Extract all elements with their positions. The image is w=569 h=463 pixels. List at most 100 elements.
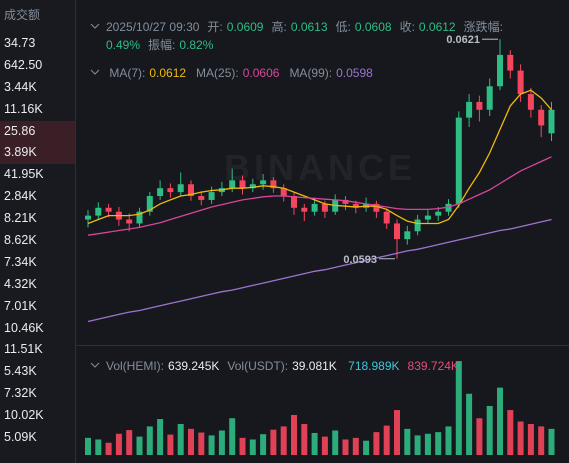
volume-bar [527, 423, 534, 455]
candle-body [476, 101, 483, 110]
volume-bar [373, 432, 380, 455]
candle-body [105, 207, 112, 212]
volume-bar [239, 437, 246, 455]
sidebar-row: 11.51K [4, 342, 43, 357]
value: 0.82% [179, 38, 214, 52]
volume-bar [136, 436, 143, 455]
sidebar-row: 2.84K [4, 189, 37, 204]
volume-bar [311, 432, 318, 455]
candle-body [311, 203, 318, 212]
value: 0.0609 [226, 20, 264, 34]
candle-body [208, 192, 215, 200]
sidebar-row: 34.73 [4, 36, 36, 50]
sidebar: 成交额 34.73 642.50 3.44K 11.16K 25.86 3.89K 41.9… [0, 0, 76, 463]
ma-name: MA(99): [289, 66, 333, 80]
volume-bar [218, 430, 225, 455]
sidebar-row: 8.21K [4, 211, 37, 226]
sidebar-row: 3.44K [4, 79, 37, 94]
candle-body [497, 54, 503, 87]
candle-body [280, 188, 287, 197]
volume-bar [445, 426, 452, 455]
sidebar-row: 11.16K [4, 101, 43, 116]
value: 0.0608 [354, 20, 392, 34]
candle-body [527, 94, 534, 110]
volume-bar [198, 432, 205, 455]
candle-body [394, 223, 400, 240]
candle-body [435, 211, 442, 216]
volume-bar [394, 410, 400, 455]
value: 639.245K [168, 359, 220, 373]
ma-line [87, 218, 552, 323]
volume-bar [301, 423, 308, 455]
volume-bar [167, 434, 174, 455]
sidebar-title: 成交额 [4, 8, 41, 22]
candle-body [321, 203, 328, 212]
volume-bar [424, 433, 431, 455]
price-annotation: 0.0593 [343, 254, 377, 266]
volume-bar [177, 423, 184, 455]
candle-body [198, 196, 205, 200]
candle-body [538, 109, 545, 126]
sidebar-row: 10.02K [4, 408, 44, 423]
volume-bar [332, 430, 339, 455]
label: 低: [335, 20, 351, 34]
volume-bar [538, 426, 545, 455]
sidebar-row: 3.89K [0, 142, 75, 165]
value: 0.49% [106, 38, 141, 52]
volume-legend: Vol(HEMI): 639.245K Vol(USDT): 39.081K 718.… [90, 358, 467, 374]
candle-body [270, 180, 277, 189]
candle-body [383, 211, 390, 224]
volume-bar [383, 425, 390, 455]
candle-body [157, 188, 164, 197]
volume-bar [95, 439, 102, 455]
volume-bar [85, 437, 91, 455]
candle-body [373, 203, 380, 212]
volume-bar [115, 433, 122, 455]
value: 0.0613 [290, 20, 328, 34]
collapse-icon[interactable] [90, 67, 100, 77]
candle-body [507, 54, 514, 71]
sidebar-row: 5.43K [4, 364, 37, 379]
sidebar-row: 7.32K [4, 386, 37, 401]
label: 振幅: [148, 38, 176, 52]
volume-bar [260, 434, 267, 455]
volume-bar [291, 414, 297, 455]
volume-bar [486, 406, 493, 455]
collapse-icon[interactable] [90, 21, 100, 31]
ma-legend: MA(7): 0.0612 MA(25): 0.0606 MA(99): 0.0598 [90, 65, 383, 81]
price-annotation: 0.0621 [446, 34, 480, 46]
candle-body [85, 215, 91, 220]
volume-bar [455, 361, 462, 455]
label: 开: [207, 20, 223, 34]
candle-body [249, 184, 256, 189]
volume-bar [507, 410, 514, 455]
volume-bar [208, 435, 215, 455]
volume-bar [105, 442, 112, 455]
sidebar-row: 7.34K [4, 254, 37, 269]
candle-body [146, 196, 153, 212]
volume-ma-value: 839.724K [407, 359, 459, 373]
candle-body [229, 180, 236, 189]
volume-bar [414, 435, 421, 455]
volume-bar [363, 440, 370, 455]
candle-body [445, 203, 452, 212]
volume-bar [270, 429, 277, 455]
sidebar-row: 7.01K [4, 298, 37, 313]
candle-body [301, 207, 308, 212]
volume-bar [126, 430, 133, 455]
label: Vol(USDT): [227, 359, 289, 373]
time: 2025/10/27 09:30 [106, 20, 200, 34]
volume-bar [497, 387, 503, 455]
label: 高: [271, 20, 287, 34]
collapse-icon[interactable] [90, 360, 100, 370]
sidebar-row: 642.50 [4, 57, 43, 72]
sidebar-row: 25.86 [0, 120, 75, 143]
sidebar-row: 10.46K [4, 320, 44, 335]
volume-bar [157, 419, 164, 455]
label: Vol(HEMI): [106, 359, 165, 373]
candle-body [342, 199, 349, 204]
volume-bar [146, 426, 153, 455]
candle-body [239, 180, 246, 189]
candle-body [95, 207, 102, 216]
